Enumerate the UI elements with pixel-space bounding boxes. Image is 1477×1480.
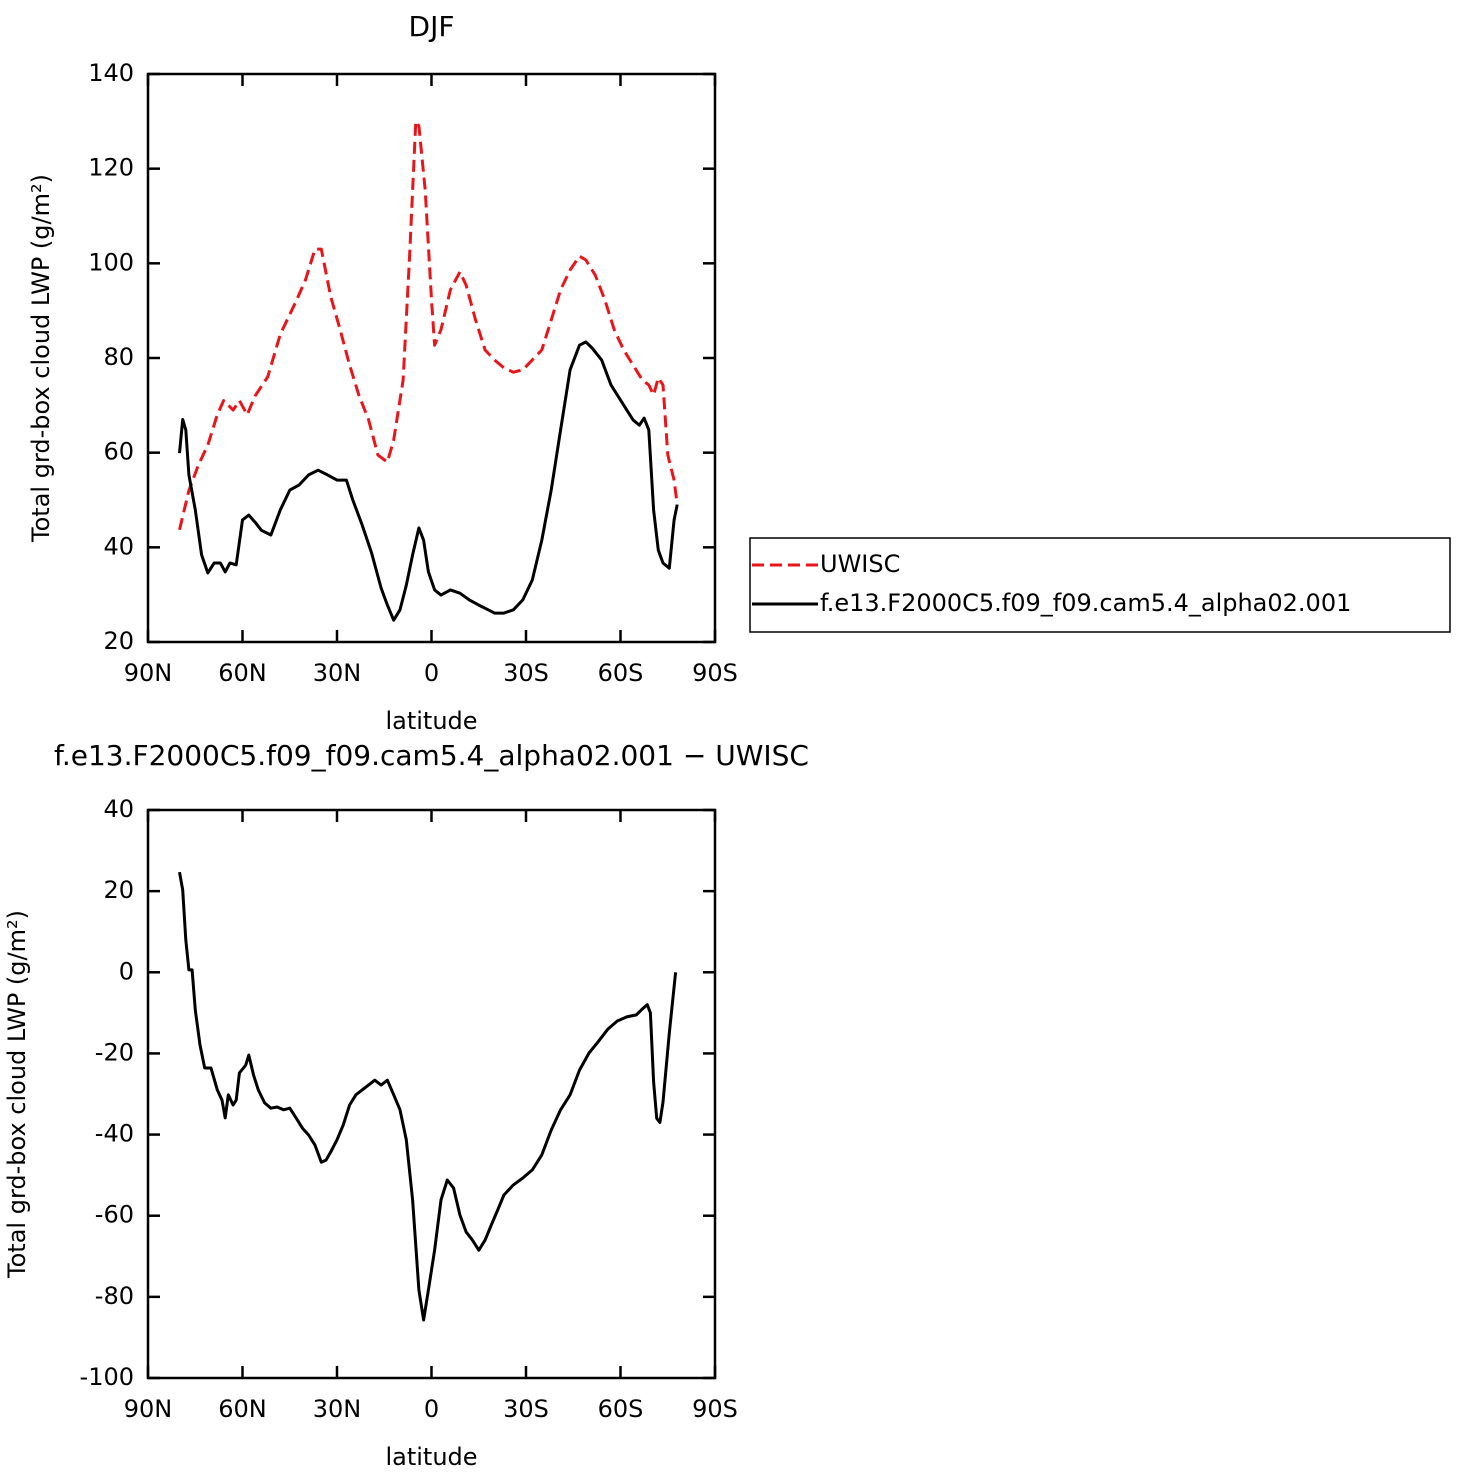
- legend-label: f.e13.F2000C5.f09_f09.cam5.4_alpha02.001: [820, 589, 1351, 617]
- x-tick-label: 0: [424, 1395, 439, 1423]
- y-tick-label: -20: [95, 1038, 134, 1066]
- x-tick-label: 60S: [598, 1395, 644, 1423]
- y-tick-label: 80: [103, 343, 134, 371]
- y-tick-label: 140: [88, 59, 134, 87]
- data-line: [178, 340, 679, 622]
- chart-title: f.e13.F2000C5.f09_f09.cam5.4_alpha02.001…: [54, 739, 809, 772]
- y-axis-label: Total grd-box cloud LWP (g/m²): [3, 910, 31, 1279]
- y-tick-label: 40: [103, 795, 134, 823]
- x-tick-label: 90S: [692, 1395, 738, 1423]
- y-tick-label: 20: [103, 627, 134, 655]
- y-tick-label: 20: [103, 876, 134, 904]
- y-tick-label: -60: [95, 1201, 134, 1229]
- y-tick-label: -100: [80, 1363, 134, 1391]
- y-tick-label: 0: [119, 957, 134, 985]
- x-tick-label: 0: [424, 659, 439, 687]
- y-tick-label: 100: [88, 248, 134, 276]
- legend-label: UWISC: [820, 550, 900, 578]
- y-tick-label: 120: [88, 154, 134, 182]
- data-line: [178, 119, 679, 531]
- chart-title: DJF: [409, 10, 455, 43]
- x-axis-label: latitude: [385, 1443, 477, 1471]
- x-tick-label: 60S: [598, 659, 644, 687]
- legend-box: [749, 537, 1451, 633]
- x-tick-label: 60N: [218, 1395, 267, 1423]
- x-tick-label: 30S: [503, 659, 549, 687]
- plot-frame: [146, 808, 717, 1380]
- x-tick-label: 90N: [124, 1395, 173, 1423]
- y-tick-label: -40: [95, 1120, 134, 1148]
- x-tick-label: 90N: [124, 659, 173, 687]
- x-tick-label: 90S: [692, 659, 738, 687]
- x-axis-label: latitude: [385, 707, 477, 735]
- x-tick-label: 30N: [313, 1395, 362, 1423]
- y-tick-label: 60: [103, 438, 134, 466]
- y-tick-label: -80: [95, 1282, 134, 1310]
- x-tick-label: 30N: [313, 659, 362, 687]
- y-axis-label: Total grd-box cloud LWP (g/m²): [27, 174, 55, 543]
- x-tick-label: 60N: [218, 659, 267, 687]
- y-tick-label: 40: [103, 532, 134, 560]
- x-tick-label: 30S: [503, 1395, 549, 1423]
- data-line: [178, 871, 678, 1322]
